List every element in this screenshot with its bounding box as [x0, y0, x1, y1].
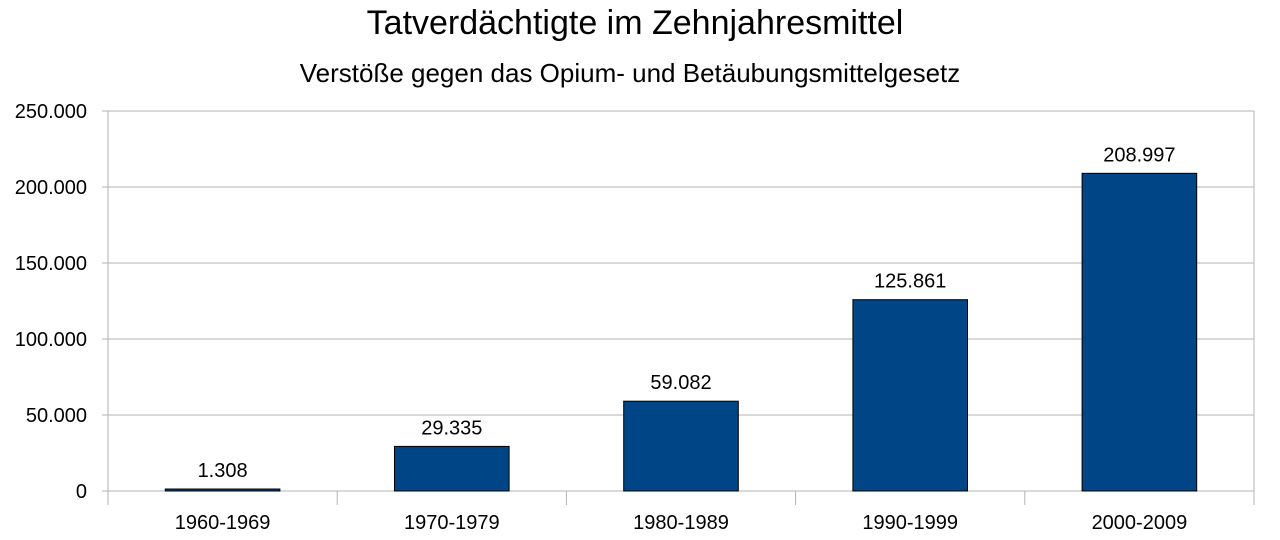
bar [394, 445, 510, 492]
bar [623, 400, 739, 492]
bar [852, 299, 969, 492]
y-axis-tick-labels: 0 50.000 100.000 150.000 200.000 250.000 [15, 101, 87, 503]
y-tick-label: 0 [76, 481, 87, 503]
data-label: 29.335 [421, 417, 482, 439]
chart-title: Tatverdächtigte im Zehnjahresmittel [367, 4, 904, 42]
chart-subtitle: Verstöße gegen das Opium- und Betäubungs… [300, 58, 961, 88]
bar [1081, 172, 1198, 492]
y-tick-label: 150.000 [15, 253, 87, 275]
x-tick-label: 1960-1969 [175, 512, 271, 534]
data-label: 1.308 [198, 460, 248, 482]
x-axis-tick-labels: 1960-1969 1970-1979 1980-1989 1990-1999 2000… [175, 512, 1187, 534]
data-label: 125.861 [874, 271, 946, 293]
y-tick-label: 200.000 [15, 177, 87, 199]
data-labels: 1.308 29.335 59.082 125.861 208.997 [198, 144, 1176, 482]
y-tick-label: 100.000 [15, 329, 87, 351]
data-label: 208.997 [1103, 144, 1175, 166]
bar [164, 488, 281, 492]
x-tick-label: 1970-1979 [404, 512, 500, 534]
data-label: 59.082 [650, 372, 711, 394]
y-tick-label: 50.000 [26, 405, 87, 427]
bars [164, 172, 1198, 492]
y-tick-label: 250.000 [15, 101, 87, 123]
x-tick-label: 2000-2009 [1092, 512, 1188, 534]
x-tick-label: 1980-1989 [633, 512, 729, 534]
x-tick-label: 1990-1999 [862, 512, 958, 534]
gridlines [108, 110, 1254, 416]
